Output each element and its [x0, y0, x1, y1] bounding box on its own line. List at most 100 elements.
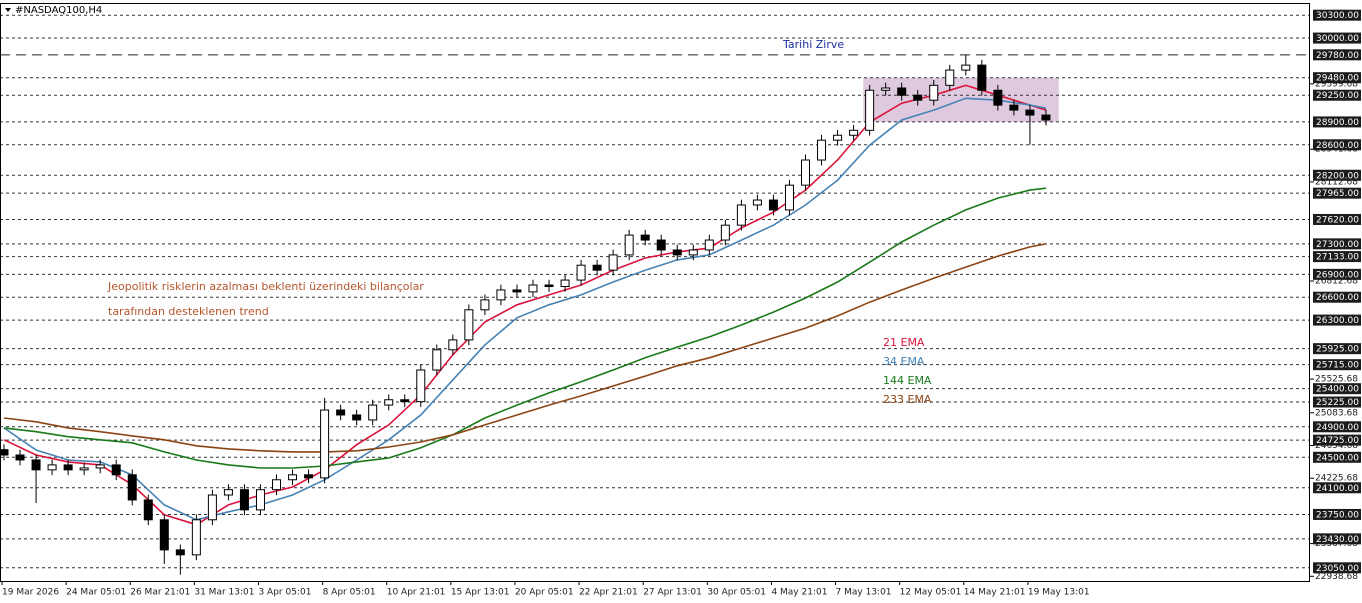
- x-tick-label: 8 Apr 05:01: [323, 588, 376, 598]
- candle-body: [1041, 114, 1051, 121]
- candle-body: [79, 467, 89, 471]
- level-price-label: 29250.00: [1316, 91, 1359, 101]
- x-tick-label: 31 Mar 13:01: [194, 588, 254, 598]
- candle-body: [448, 339, 458, 351]
- candle-body: [608, 254, 618, 271]
- candle-body: [464, 309, 474, 341]
- level-price-label: 25925.00: [1316, 345, 1359, 355]
- level-price-box: [1313, 251, 1361, 263]
- candles-layer: [0, 54, 1051, 575]
- y-tick-label: 24225.68: [1315, 474, 1358, 484]
- candle-body: [929, 84, 939, 101]
- x-tick-label: 27 Apr 13:01: [643, 588, 702, 598]
- candle-body: [865, 89, 875, 131]
- level-price-box: [1313, 562, 1361, 574]
- candle-body: [239, 489, 249, 511]
- y-tick-label: 28112.68: [1315, 177, 1358, 187]
- candle-body: [496, 289, 506, 301]
- candle-body: [320, 409, 330, 479]
- level-price-box: [1313, 291, 1361, 303]
- level-price-box: [1313, 434, 1361, 446]
- level-price-box: [1313, 49, 1361, 61]
- candle-body: [1009, 104, 1019, 111]
- level-price-label: 27300.00: [1316, 240, 1359, 250]
- level-price-label: 24100.00: [1316, 484, 1359, 494]
- level-price-box: [1313, 268, 1361, 280]
- candle-body: [272, 479, 282, 491]
- level-price-box: [1313, 32, 1361, 44]
- candle-body: [352, 414, 362, 421]
- candle-body: [736, 204, 746, 226]
- y-tick-label: 29399.68: [1315, 79, 1358, 89]
- candle-body: [416, 369, 426, 403]
- x-tick-label: 22 Apr 21:01: [579, 588, 638, 598]
- y-tick-label: 24654.68: [1315, 441, 1358, 451]
- level-price-box: [1313, 72, 1361, 84]
- level-price-box: [1313, 9, 1361, 21]
- candle-body: [833, 134, 843, 141]
- x-tick-label: 30 Apr 05:01: [707, 588, 766, 598]
- candle-body: [400, 399, 410, 403]
- annotation: Jeopolitik risklerin azalması beklenti ü…: [107, 280, 424, 293]
- candle-body: [336, 409, 346, 416]
- candle-body: [304, 474, 314, 479]
- candle-body: [624, 234, 634, 256]
- candle-body: [881, 87, 891, 91]
- level-price-label: 23750.00: [1316, 510, 1359, 520]
- x-tick-label: 7 May 13:01: [836, 588, 892, 598]
- candle-body: [63, 464, 73, 471]
- level-price-label: 29780.00: [1316, 51, 1359, 61]
- candle-body: [993, 89, 1003, 106]
- symbol-menu-icon[interactable]: [5, 8, 11, 12]
- level-price-label: 25400.00: [1316, 385, 1359, 395]
- level-price-box: [1313, 383, 1361, 395]
- candle-body: [801, 159, 810, 186]
- x-tick-label: 20 Apr 05:01: [515, 588, 574, 598]
- candle-body: [897, 87, 907, 96]
- candle-body: [143, 499, 153, 521]
- candle-body: [512, 289, 522, 293]
- x-tick-label: 3 Apr 05:01: [258, 588, 311, 598]
- legend-entry: 233 EMA: [883, 393, 932, 406]
- legend-entry: 144 EMA: [883, 374, 932, 387]
- candle-body: [223, 489, 233, 496]
- level-price-box: [1313, 421, 1361, 433]
- level-price-label: 30300.00: [1316, 11, 1359, 21]
- level-price-box: [1313, 314, 1361, 326]
- x-tick-label: 26 Mar 21:01: [130, 588, 190, 598]
- candle-body: [384, 399, 394, 406]
- x-tick-label: 14 May 21:01: [964, 588, 1026, 598]
- level-price-label: 26600.00: [1316, 293, 1359, 303]
- level-price-label: 28900.00: [1316, 118, 1359, 128]
- level-price-label: 26900.00: [1316, 270, 1359, 280]
- level-price-label: 29480.00: [1316, 74, 1359, 84]
- level-price-box: [1313, 213, 1361, 225]
- candle-body: [672, 249, 682, 256]
- candle-body: [15, 454, 25, 461]
- legend-entry: 34 EMA: [883, 355, 925, 368]
- ema-line: [3, 97, 1047, 521]
- x-tick-label: 10 Apr 21:01: [387, 588, 446, 598]
- y-tick-label: 25525.68: [1315, 375, 1358, 385]
- peak-text: Tarihi Zirve: [782, 38, 844, 51]
- x-tick-label: 4 May 21:01: [771, 588, 827, 598]
- ema-line: [3, 243, 1047, 453]
- level-price-box: [1313, 139, 1361, 151]
- candle-body: [432, 349, 442, 371]
- level-price-label: 24725.00: [1316, 436, 1359, 446]
- ema-layer: [3, 84, 1047, 526]
- candle-body: [127, 474, 137, 501]
- x-tick-label: 19 May 13:01: [1028, 588, 1090, 598]
- candle-body: [480, 299, 490, 311]
- level-price-label: 27133.00: [1316, 253, 1359, 263]
- level-price-box: [1313, 451, 1361, 463]
- x-tick-label: 19 Mar 2026: [2, 588, 59, 598]
- annotation: tarafından desteklenen trend: [108, 305, 269, 318]
- candle-body: [95, 464, 105, 469]
- candle-body: [849, 129, 859, 136]
- level-price-label: 25225.00: [1316, 398, 1359, 408]
